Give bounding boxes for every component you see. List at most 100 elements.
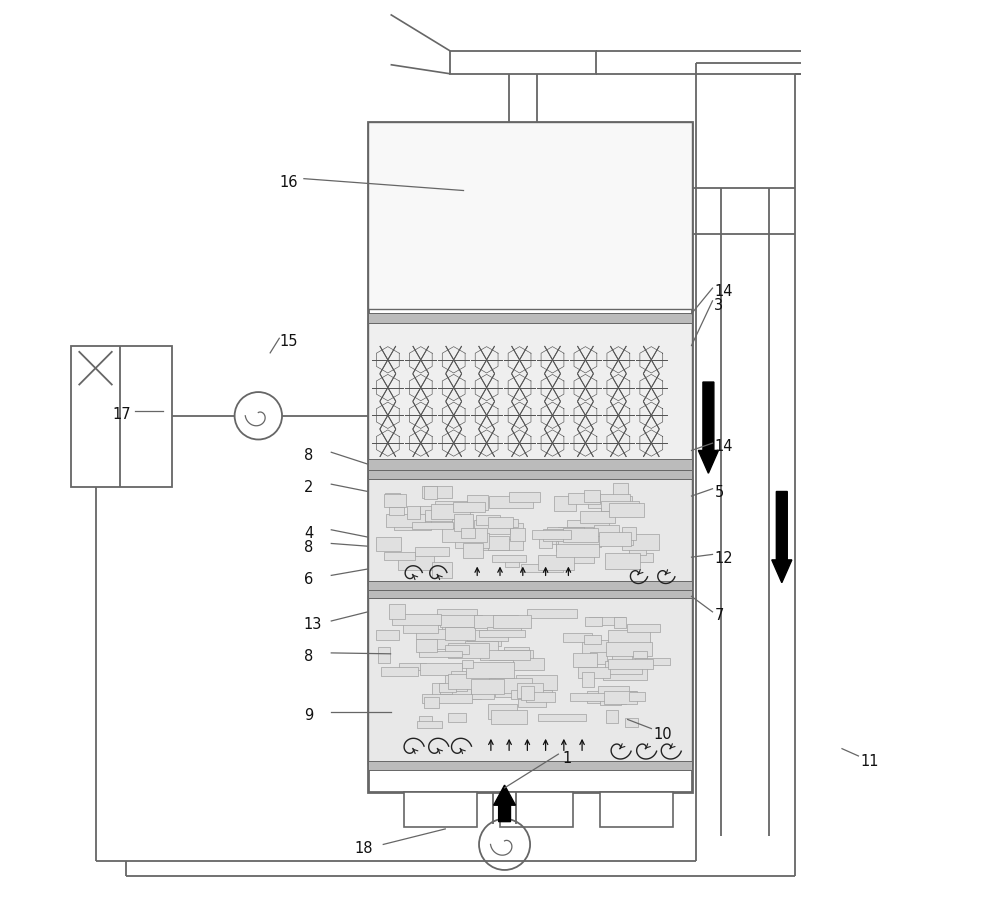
Bar — [521, 687, 534, 700]
Bar — [422, 486, 452, 498]
Bar — [489, 678, 532, 693]
Bar — [368, 761, 692, 770]
Bar — [431, 505, 470, 519]
Bar — [451, 678, 464, 687]
Bar — [573, 653, 597, 668]
Bar — [608, 659, 653, 670]
Bar — [556, 545, 599, 558]
Bar — [389, 507, 404, 516]
Bar — [615, 537, 633, 546]
Text: 13: 13 — [304, 617, 322, 631]
Text: 8: 8 — [304, 448, 313, 463]
Bar — [384, 495, 406, 507]
Bar — [445, 676, 467, 691]
Bar — [492, 555, 526, 562]
Text: 17: 17 — [112, 407, 131, 422]
Text: 11: 11 — [860, 753, 879, 768]
Bar — [445, 627, 475, 640]
Bar — [489, 621, 513, 630]
Bar — [407, 507, 420, 520]
Bar — [582, 640, 628, 655]
Bar — [615, 631, 641, 640]
Bar — [368, 319, 692, 466]
Bar — [435, 633, 485, 650]
Bar — [368, 460, 692, 472]
Bar — [582, 672, 594, 687]
Bar — [412, 522, 453, 529]
Bar — [404, 793, 477, 827]
Bar — [474, 521, 510, 534]
Bar — [368, 595, 692, 765]
Bar — [368, 471, 692, 479]
Bar — [513, 659, 544, 670]
Bar — [500, 793, 573, 827]
Bar — [424, 698, 439, 708]
Bar — [465, 641, 498, 651]
Bar — [471, 679, 504, 694]
Text: 12: 12 — [714, 550, 733, 565]
Bar — [590, 652, 607, 664]
Text: 18: 18 — [354, 840, 373, 855]
Bar — [476, 681, 496, 693]
Bar — [491, 710, 527, 723]
Bar — [629, 692, 645, 701]
Bar — [505, 558, 519, 568]
Bar — [448, 643, 489, 658]
Bar — [376, 537, 401, 552]
Bar — [554, 496, 576, 512]
Bar — [386, 514, 425, 527]
Bar — [448, 674, 491, 689]
Bar — [601, 496, 632, 512]
Bar — [454, 515, 473, 531]
Bar — [538, 555, 574, 570]
Bar — [580, 512, 615, 524]
Bar — [495, 688, 541, 697]
Bar — [440, 687, 452, 694]
Bar — [601, 502, 639, 512]
Bar — [467, 630, 508, 641]
Text: 14: 14 — [714, 439, 733, 454]
Bar — [451, 671, 466, 684]
Bar — [398, 555, 434, 570]
Bar — [501, 619, 519, 630]
Bar — [588, 495, 630, 508]
Bar — [493, 616, 531, 629]
Bar — [504, 648, 529, 656]
Bar — [385, 493, 400, 506]
Bar — [510, 528, 525, 541]
Bar — [494, 519, 518, 527]
Text: 1: 1 — [562, 751, 571, 765]
Bar — [488, 704, 517, 719]
FancyArrow shape — [698, 383, 718, 474]
Bar — [479, 539, 523, 550]
Bar — [416, 630, 446, 640]
Bar — [521, 564, 563, 573]
Bar — [625, 718, 638, 728]
FancyArrow shape — [494, 785, 516, 822]
Bar — [461, 528, 475, 538]
Bar — [384, 552, 415, 560]
Bar — [600, 695, 621, 705]
Bar — [556, 542, 582, 551]
Bar — [526, 692, 555, 702]
Bar — [487, 627, 521, 636]
Bar — [368, 590, 692, 599]
Bar — [453, 503, 485, 512]
Bar — [605, 661, 642, 674]
Bar — [516, 676, 557, 690]
Bar — [539, 533, 552, 548]
Bar — [509, 524, 523, 533]
Bar — [368, 476, 692, 586]
Bar — [442, 528, 487, 543]
Bar — [614, 617, 626, 628]
Bar — [600, 793, 673, 827]
Bar — [435, 502, 473, 512]
Text: 15: 15 — [279, 334, 298, 349]
Bar — [606, 711, 618, 723]
Bar — [415, 548, 449, 557]
Bar — [608, 630, 650, 645]
Bar — [437, 609, 477, 626]
Bar — [488, 517, 513, 528]
Bar — [455, 533, 489, 548]
Bar — [466, 662, 514, 679]
